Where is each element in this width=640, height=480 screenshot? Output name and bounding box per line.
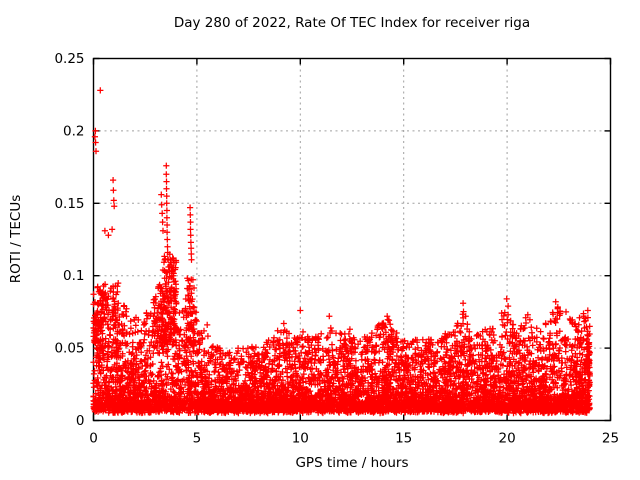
x-tick-label: 5: [193, 431, 202, 447]
x-tick-label: 20: [499, 431, 516, 447]
x-tick-label: 25: [602, 431, 619, 447]
chart-title: Day 280 of 2022, Rate Of TEC Index for r…: [174, 15, 530, 31]
x-tick-label: 10: [292, 431, 309, 447]
tick-labels: 0 5 10 15 20 25 0 0.05 0.1 0.15 0.2 0.25: [54, 51, 619, 447]
plot-border: [92, 57, 612, 422]
y-tick-label: 0.1: [63, 268, 84, 284]
y-tick-label: 0.2: [63, 123, 84, 139]
y-axis-title: ROTI / TECUs: [8, 195, 24, 283]
x-tick-label: 0: [89, 431, 98, 447]
roti-series-markers: [90, 87, 593, 417]
x-tick-label: 15: [395, 431, 412, 447]
x-axis-title: GPS time / hours: [295, 455, 408, 471]
y-tick-label: 0.05: [54, 341, 84, 357]
y-tick-label: 0.15: [54, 196, 84, 212]
y-tick-label: 0.25: [54, 51, 84, 67]
y-tick-label: 0: [76, 413, 85, 429]
scatter-points: [90, 87, 593, 417]
